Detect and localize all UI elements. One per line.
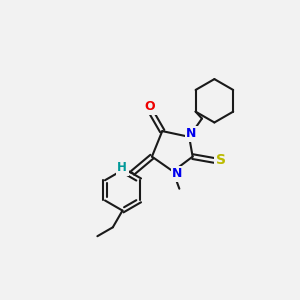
Text: H: H [117, 161, 127, 174]
Text: N: N [172, 167, 183, 180]
Text: S: S [215, 153, 226, 167]
Text: N: N [186, 128, 197, 140]
Text: O: O [145, 100, 155, 113]
